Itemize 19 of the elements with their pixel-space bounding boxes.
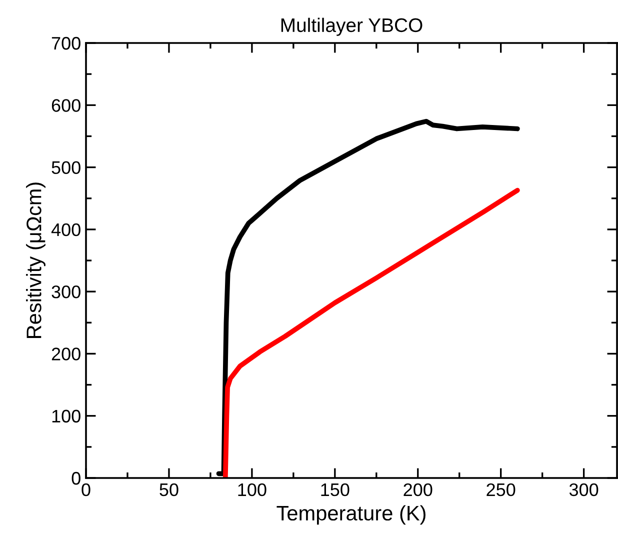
x-tick-label: 0 [82, 483, 90, 496]
y-tick-label: 100 [52, 410, 80, 423]
y-axis-title: Resitivity (μΩcm) [26, 182, 46, 338]
y-tick-label: 200 [52, 348, 80, 360]
x-tick-label: 200 [404, 483, 432, 496]
y-tick-label: 400 [51, 223, 80, 236]
x-tick-label: 100 [238, 483, 266, 496]
x-tick-label: 300 [569, 483, 598, 496]
line-series [222, 188, 520, 478]
x-axis-title: Temperature (K) [276, 505, 426, 525]
x-tick-label: 150 [321, 483, 350, 496]
y-tick-label: 300 [52, 286, 80, 298]
y-tick-label: 500 [52, 161, 80, 174]
x-tick-label: 250 [486, 483, 516, 496]
y-tick-label: 0 [72, 472, 80, 485]
y-tick-label: 600 [52, 99, 80, 112]
y-tick-label: 700 [52, 36, 80, 50]
x-tick-label: 50 [160, 483, 178, 496]
chart-title: Multilayer YBCO [281, 18, 422, 36]
